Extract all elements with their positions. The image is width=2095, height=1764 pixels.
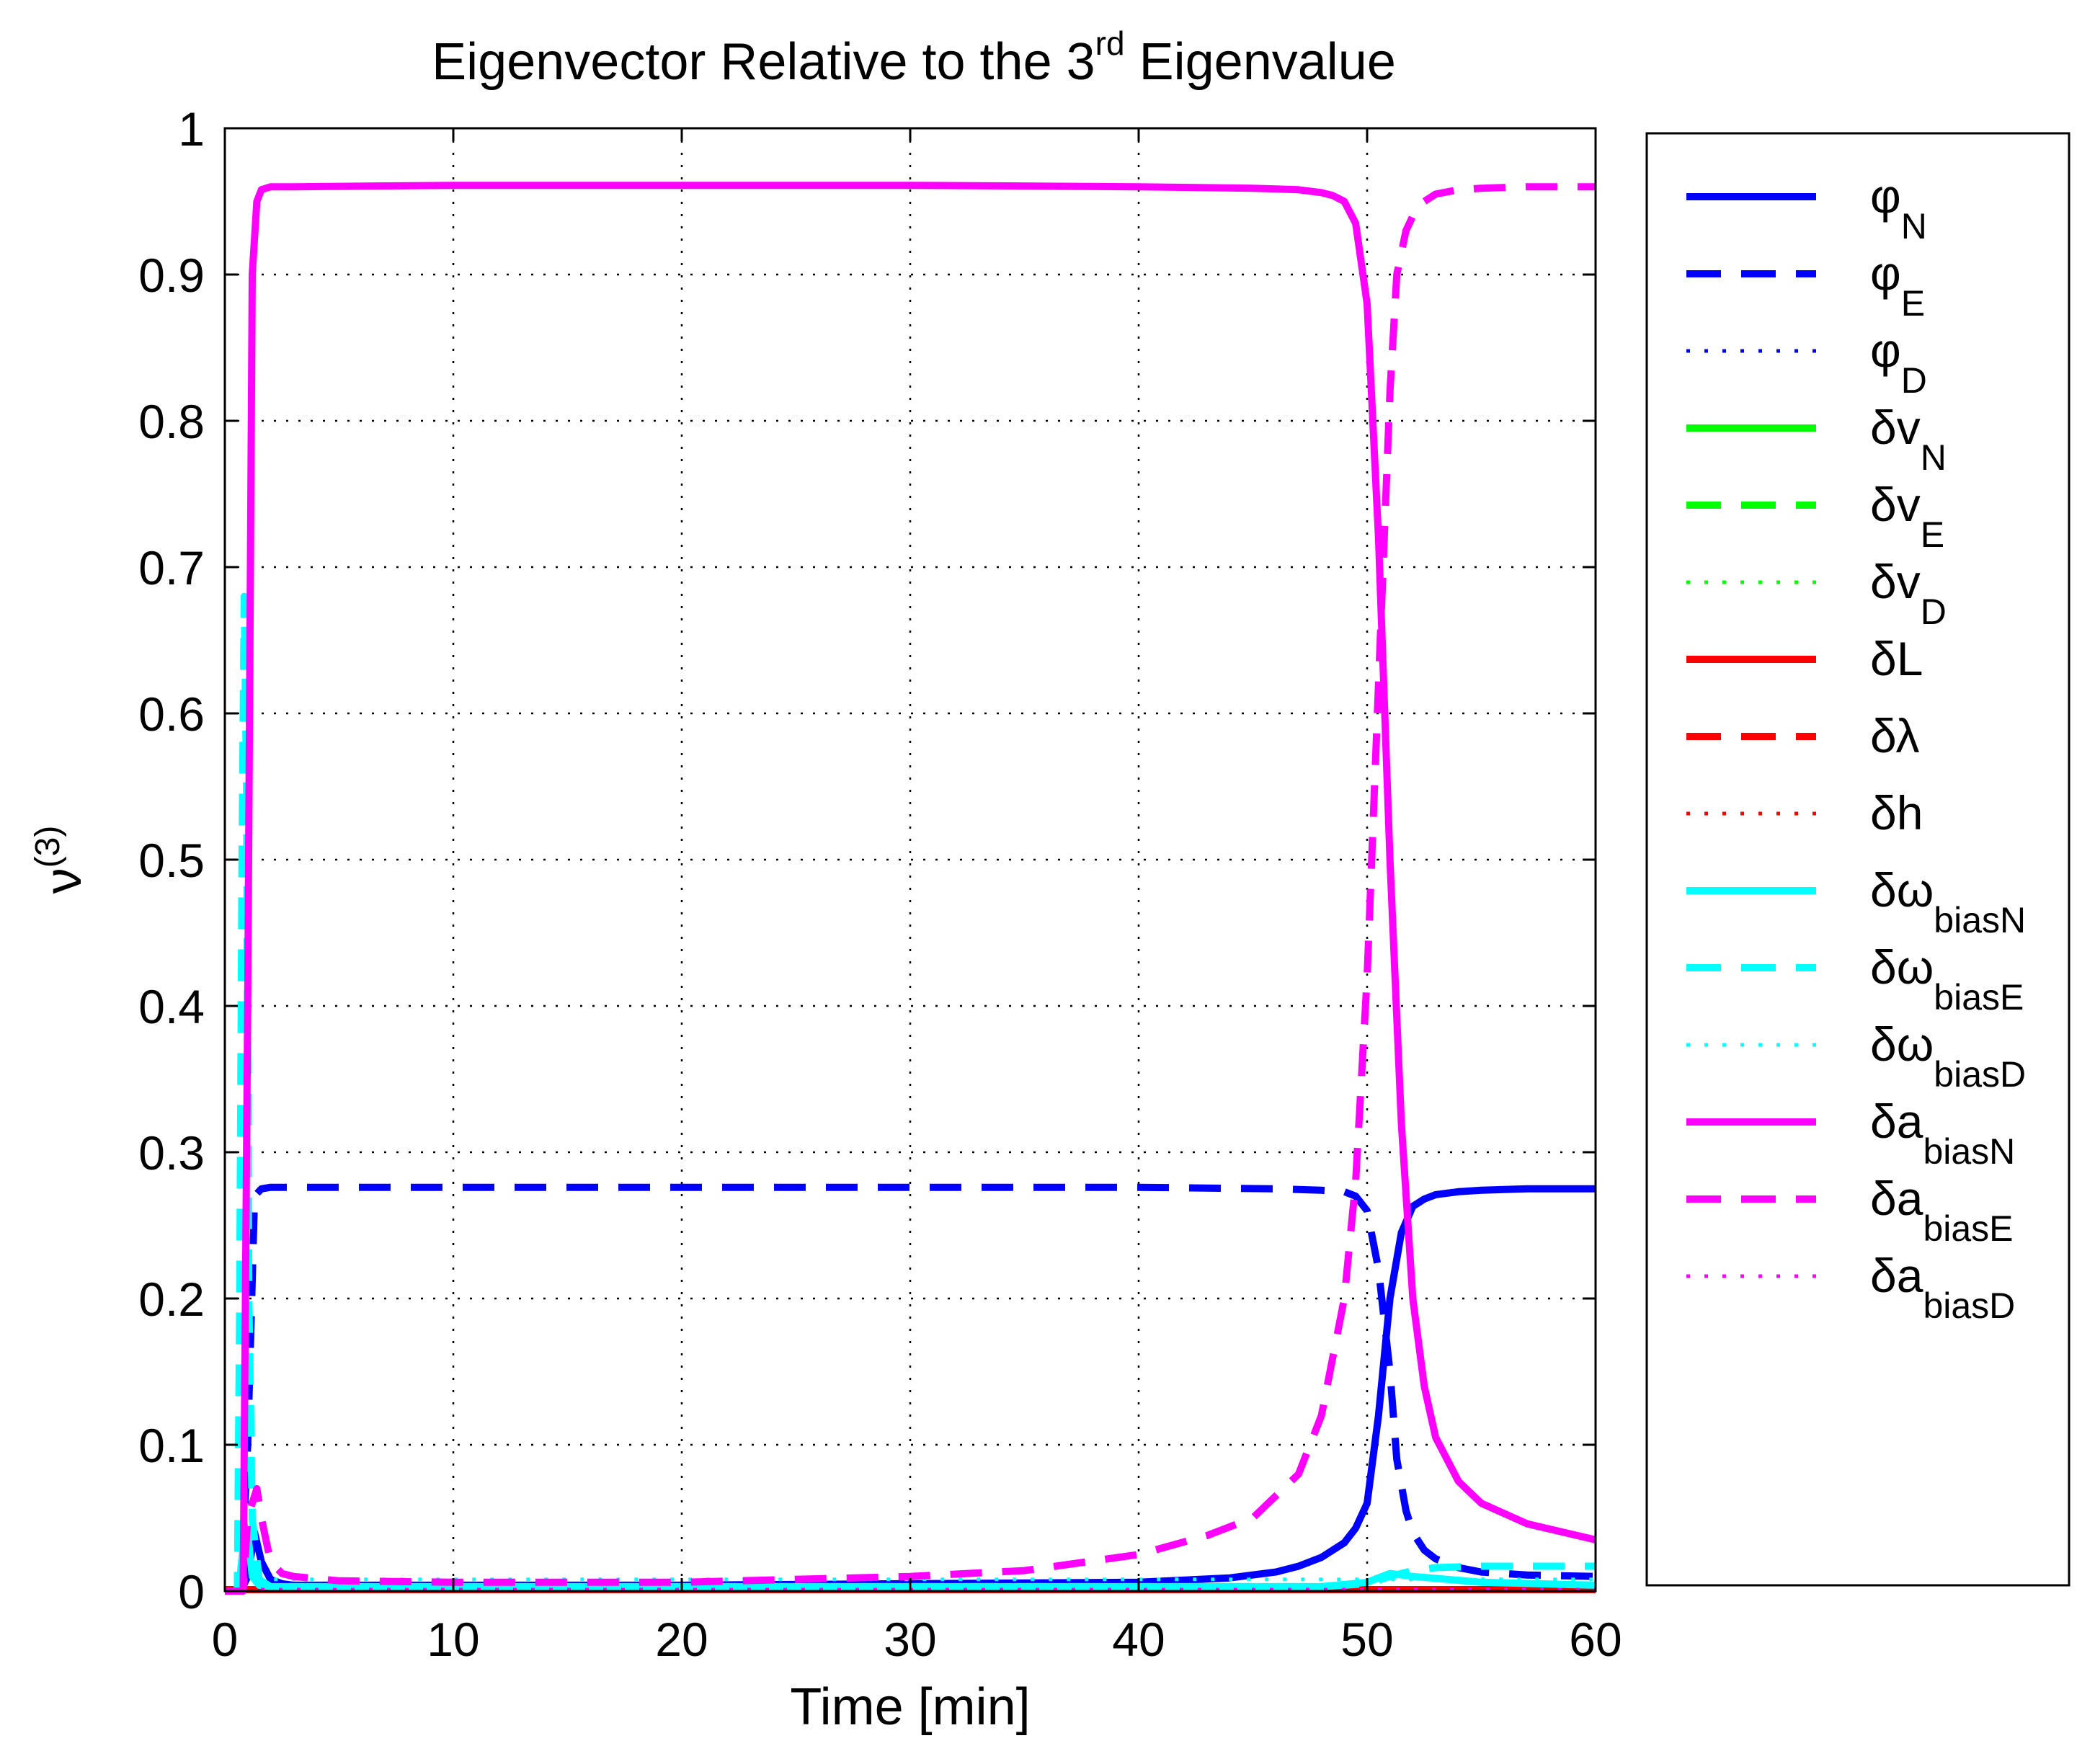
series-line-10 [225,592,1596,1595]
y-tick-label: 0.4 [138,980,205,1033]
x-tick-label: 60 [1569,1613,1622,1666]
chart-title-suffix: Eigenvalue [1125,33,1396,91]
y-tick-label: 0.2 [138,1273,205,1326]
legend-label-12: δabiasN [1870,1095,2015,1172]
legend-label-10: δωbiasE [1870,940,2024,1017]
series-line-13 [225,183,1596,1595]
legend-label-6: δL [1870,632,1923,685]
legend-label-3: δvN [1870,401,1947,478]
legend-label-7: δλ [1870,709,1919,762]
series-line-1 [225,1183,1596,1595]
series-line-0 [225,1185,1596,1595]
y-tick-label: 0.5 [138,834,205,887]
legend-label-14: δabiasD [1870,1249,2015,1326]
series-line-12 [225,182,1597,1595]
legend-box [1645,132,2070,1587]
y-tick-label: 0.3 [138,1126,205,1180]
legend-label-1: φE [1870,246,1925,324]
chart-title: Eigenvector Relative to the 3rd Eigenval… [432,24,1396,91]
legend-label-13: δabiasE [1870,1172,2014,1249]
chart-title-superscript: rd [1095,24,1125,62]
y-tick-label: 0.1 [138,1419,205,1472]
legend-label-2: φD [1870,324,1927,401]
y-tick-label: 0.8 [138,395,205,448]
legend-label-8: δh [1870,786,1923,839]
y-tick-label: 0.9 [138,249,205,302]
x-tick-label: 10 [427,1613,479,1666]
legend-label-11: δωbiasD [1870,1017,2026,1095]
y-tick-label: 1 [178,102,205,156]
x-tick-label: 40 [1112,1613,1165,1666]
x-tick-label: 20 [655,1613,708,1666]
x-tick-label: 50 [1340,1613,1393,1666]
legend-label-5: δvD [1870,555,1947,632]
y-tick-label: 0 [178,1565,205,1618]
y-axis-label-superscript: (3) [29,826,67,868]
x-axis-label: Time [min] [790,1678,1030,1736]
y-axis-label-group: ν(3) [29,826,92,894]
x-tick-label: 0 [212,1613,239,1666]
legend-label-0: φN [1870,169,1927,246]
y-axis-label: ν(3) [29,826,92,894]
legend-label-9: δωbiasN [1870,863,2026,940]
legend-label-4: δvE [1870,478,1944,555]
y-tick-label: 0.6 [138,687,205,741]
x-tick-label: 30 [884,1613,936,1666]
axis-ticks: 0 10 20 30 40 50 60 0 0.1 0.2 0.3 0.4 0.5 0.6 0.7 0.8 0.… [138,102,1622,1666]
y-tick-label: 0.7 [138,541,205,594]
